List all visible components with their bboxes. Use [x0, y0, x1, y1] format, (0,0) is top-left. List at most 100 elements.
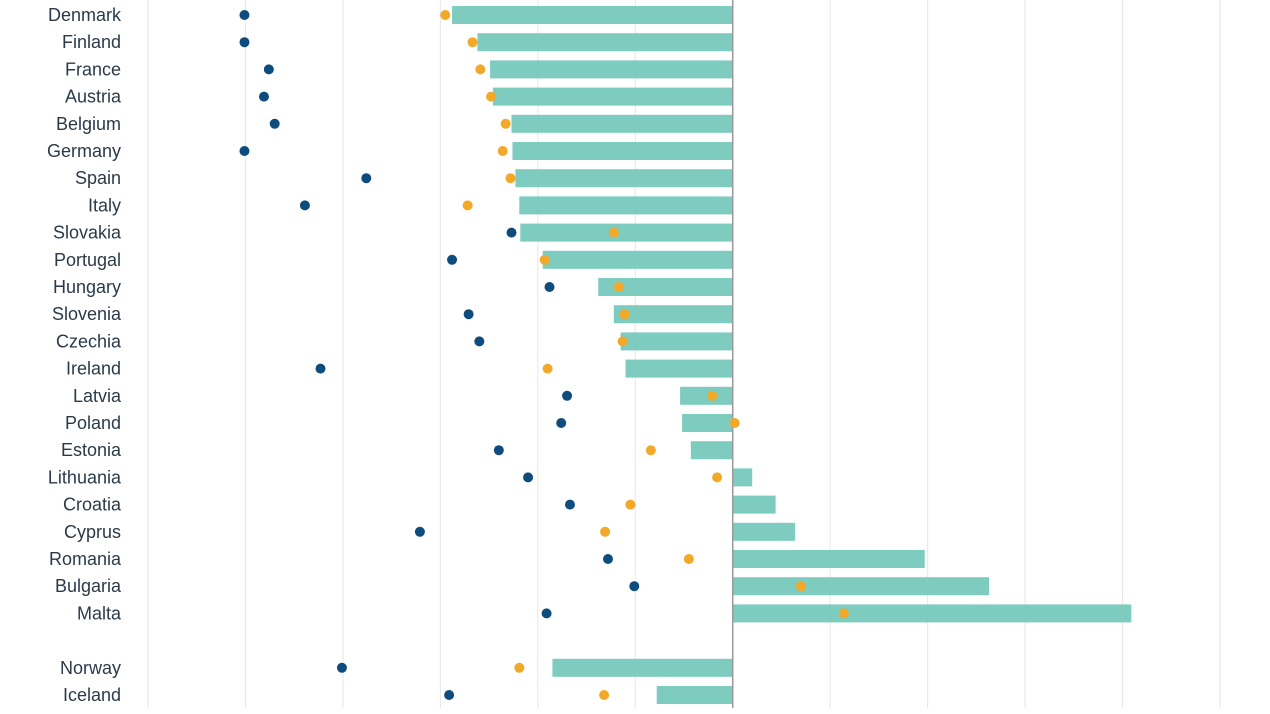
orange-dot-portugal	[539, 254, 550, 265]
category-label-croatia: Croatia	[63, 495, 122, 515]
orange-dot-bulgaria	[795, 581, 806, 592]
orange-dot-hungary	[613, 282, 624, 292]
dark-dot-spain	[361, 173, 372, 184]
category-label-hungary: Hungary	[53, 277, 121, 297]
category-label-romania: Romania	[49, 549, 122, 569]
bar-bulgaria	[732, 577, 990, 596]
bar-iceland	[656, 686, 733, 704]
bar-croatia	[732, 495, 776, 514]
bar-lithuania	[732, 468, 753, 487]
orange-dot-finland	[467, 37, 478, 48]
category-label-poland: Poland	[65, 413, 121, 433]
dark-dot-romania	[602, 554, 613, 564]
dark-dot-italy	[299, 200, 310, 211]
dots	[239, 10, 849, 700]
dark-dot-belgium	[269, 118, 280, 129]
bar-malta	[732, 604, 1132, 623]
dark-dot-croatia	[564, 499, 575, 510]
orange-dot-romania	[683, 554, 694, 564]
category-label-malta: Malta	[77, 603, 122, 623]
bar-hungary	[598, 278, 733, 296]
orange-dot-cyprus	[600, 526, 611, 537]
bar-belgium	[511, 114, 733, 133]
dark-dot-malta	[541, 608, 552, 619]
dark-dot-poland	[556, 418, 567, 428]
bar-slovenia	[613, 305, 733, 324]
orange-dot-austria	[486, 91, 497, 102]
bar-estonia	[690, 441, 733, 460]
orange-dot-poland	[729, 418, 740, 428]
bar-poland	[682, 414, 733, 432]
dark-dot-france	[263, 64, 274, 75]
orange-dot-ireland	[542, 363, 553, 374]
dark-dot-czechia	[474, 336, 485, 347]
category-label-belgium: Belgium	[56, 114, 121, 134]
dark-dot-austria	[258, 91, 269, 102]
category-label-lithuania: Lithuania	[48, 467, 122, 487]
dark-dot-germany	[239, 146, 250, 156]
bar-romania	[732, 550, 925, 568]
category-label-portugal: Portugal	[54, 250, 121, 270]
dark-dot-ireland	[315, 363, 326, 374]
bar-latvia	[680, 386, 733, 405]
orange-dot-estonia	[645, 445, 656, 456]
category-label-latvia: Latvia	[73, 386, 122, 406]
bar-norway	[552, 658, 733, 677]
dark-dot-latvia	[562, 390, 573, 401]
category-label-cyprus: Cyprus	[64, 522, 121, 542]
bar-denmark	[452, 6, 733, 24]
bar-spain	[515, 169, 733, 188]
dark-dot-portugal	[447, 254, 458, 265]
bar-slovakia	[520, 223, 733, 242]
orange-dot-slovenia	[619, 309, 630, 320]
category-label-iceland: Iceland	[63, 685, 121, 705]
dark-dot-lithuania	[523, 472, 534, 483]
category-labels: Denmark Finland France Austria Belgium German…	[47, 5, 122, 705]
orange-dot-slovakia	[608, 227, 619, 238]
bar-germany	[512, 142, 733, 160]
bar-austria	[492, 87, 733, 106]
bar-finland	[477, 33, 733, 52]
dark-dot-iceland	[444, 690, 455, 700]
category-label-czechia: Czechia	[56, 331, 122, 351]
orange-dot-norway	[514, 662, 525, 673]
bar-ireland	[625, 359, 733, 378]
dark-dot-bulgaria	[629, 581, 640, 592]
category-label-slovenia: Slovenia	[52, 304, 122, 324]
orange-dot-lithuania	[712, 472, 723, 483]
orange-dot-germany	[497, 146, 508, 156]
category-label-spain: Spain	[75, 168, 121, 188]
category-label-denmark: Denmark	[48, 5, 122, 25]
dark-dot-slovenia	[463, 309, 474, 320]
orange-dot-france	[475, 64, 486, 75]
bar-italy	[519, 196, 733, 215]
category-label-finland: Finland	[62, 32, 121, 52]
category-label-slovakia: Slovakia	[53, 223, 122, 243]
orange-dot-malta	[838, 608, 849, 619]
dark-dot-denmark	[239, 10, 250, 20]
gridlines	[147, 0, 1221, 708]
bars	[452, 6, 1132, 704]
orange-dot-czechia	[617, 336, 628, 347]
bar-france	[490, 60, 733, 79]
orange-dot-iceland	[599, 690, 610, 700]
category-label-bulgaria: Bulgaria	[55, 576, 122, 596]
dark-dot-slovakia	[506, 227, 517, 238]
orange-dot-belgium	[500, 118, 511, 129]
orange-dot-italy	[462, 200, 473, 211]
bar-portugal	[542, 250, 733, 269]
category-label-austria: Austria	[65, 87, 122, 107]
bar-czechia	[620, 332, 733, 351]
orange-dot-denmark	[440, 10, 451, 20]
dark-dot-cyprus	[414, 526, 425, 537]
category-label-ireland: Ireland	[66, 359, 121, 379]
bar-cyprus	[732, 522, 796, 541]
category-label-italy: Italy	[88, 195, 121, 215]
orange-dot-spain	[505, 173, 516, 184]
category-label-france: France	[65, 59, 121, 79]
dark-dot-estonia	[493, 445, 504, 456]
orange-dot-latvia	[707, 390, 718, 401]
category-label-germany: Germany	[47, 141, 121, 161]
dark-dot-norway	[336, 662, 347, 673]
